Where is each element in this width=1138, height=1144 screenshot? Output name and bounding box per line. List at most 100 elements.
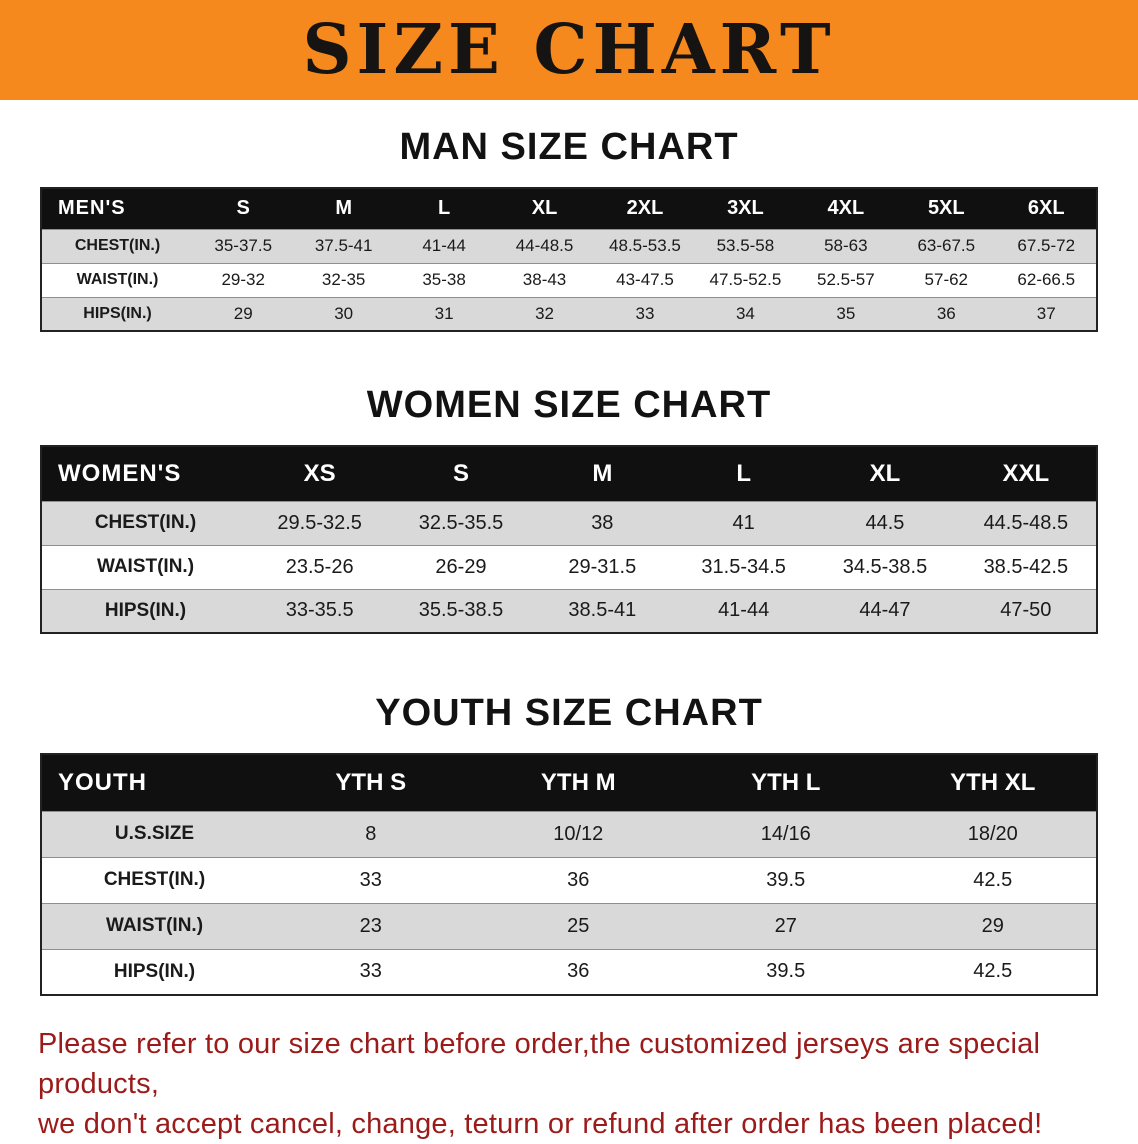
column-header: XL (494, 188, 595, 229)
table-cell: 38 (531, 500, 673, 545)
table-row: HIPS(IN.) 33-35.5 35.5-38.5 38.5-41 41-44 44-… (41, 588, 1097, 633)
table-row: CHEST(IN.) 33 36 39.5 42.5 (41, 856, 1097, 903)
column-header: S (390, 446, 532, 501)
table-cell: 29.5-32.5 (249, 500, 391, 545)
table-row: CHEST(IN.) 29.5-32.5 32.5-35.5 38 41 44.5 44.5… (41, 500, 1097, 545)
disclaimer-line-2: we don't accept cancel, change, teturn o… (38, 1108, 1043, 1140)
table-cell: 33 (267, 948, 475, 995)
column-header: L (393, 188, 495, 229)
table-cell: 35.5-38.5 (390, 588, 532, 633)
row-label: HIPS(IN.) (41, 948, 267, 995)
table-cell: 36 (474, 856, 682, 903)
table-title-cell: YOUTH (41, 754, 267, 811)
table-cell: 63-67.5 (896, 228, 997, 263)
table-cell: 57-62 (896, 262, 997, 297)
column-header: L (672, 446, 815, 501)
table-cell: 33 (594, 296, 696, 331)
table-cell: 39.5 (682, 856, 890, 903)
men-section-heading: MAN SIZE CHART (399, 126, 739, 168)
column-header: 4XL (795, 188, 897, 229)
row-label: CHEST(IN.) (41, 228, 193, 263)
table-cell: 53.5-58 (695, 228, 796, 263)
table-cell: 33 (267, 856, 475, 903)
table-row: WAIST(IN.) 29-32 32-35 35-38 38-43 43-47.5 47.… (41, 262, 1097, 297)
row-label: CHEST(IN.) (41, 500, 249, 545)
table-cell: 44.5-48.5 (955, 500, 1097, 545)
table-header-row: WOMEN'S XS S M L XL XXL (41, 446, 1097, 501)
table-title-cell: MEN'S (41, 188, 193, 229)
table-cell: 58-63 (795, 228, 897, 263)
table-cell: 10/12 (474, 810, 682, 857)
table-cell: 31 (393, 296, 495, 331)
row-label: U.S.SIZE (41, 810, 267, 857)
column-header: YTH M (474, 754, 682, 811)
table-title-cell: WOMEN'S (41, 446, 249, 501)
table-cell: 29 (193, 296, 294, 331)
table-cell: 47.5-52.5 (695, 262, 796, 297)
table-row: HIPS(IN.) 33 36 39.5 42.5 (41, 948, 1097, 995)
table-cell: 35-37.5 (193, 228, 294, 263)
column-header: XS (249, 446, 391, 501)
table-cell: 8 (267, 810, 475, 857)
table-cell: 18/20 (889, 810, 1097, 857)
row-label: CHEST(IN.) (41, 856, 267, 903)
row-label: WAIST(IN.) (41, 544, 249, 589)
table-cell: 26-29 (390, 544, 532, 589)
table-cell: 31.5-34.5 (672, 544, 815, 589)
table-cell: 32.5-35.5 (390, 500, 532, 545)
table-cell: 32-35 (293, 262, 394, 297)
table-cell: 30 (293, 296, 394, 331)
table-cell: 29-32 (193, 262, 294, 297)
table-cell: 42.5 (889, 948, 1097, 995)
section-women: WOMEN SIZE CHART WOMEN'S XS S M L XL XXL CHEST(… (0, 384, 1138, 634)
women-section-heading: WOMEN SIZE CHART (366, 384, 772, 426)
table-cell: 23.5-26 (249, 544, 391, 589)
table-cell: 25 (474, 902, 682, 949)
youth-section-heading: YOUTH SIZE CHART (375, 692, 763, 734)
table-cell: 38-43 (494, 262, 595, 297)
column-header: 3XL (695, 188, 796, 229)
column-header: XXL (955, 446, 1097, 501)
men-size-table: MEN'S S M L XL 2XL 3XL 4XL 5XL 6XL CHEST(IN.) 35-37… (40, 187, 1098, 332)
table-cell: 29 (889, 902, 1097, 949)
table-row: U.S.SIZE 8 10/12 14/16 18/20 (41, 810, 1097, 857)
table-cell: 37.5-41 (293, 228, 394, 263)
youth-size-table: YOUTH YTH S YTH M YTH L YTH XL U.S.SIZE 8 10/12… (40, 753, 1098, 996)
women-size-table: WOMEN'S XS S M L XL XXL CHEST(IN.) 29.5-32.5 32.5… (40, 445, 1098, 634)
section-youth: YOUTH SIZE CHART YOUTH YTH S YTH M YTH L YTH… (0, 692, 1138, 996)
column-header: YTH XL (889, 754, 1097, 811)
table-cell: 34.5-38.5 (814, 544, 956, 589)
table-row: CHEST(IN.) 35-37.5 37.5-41 41-44 44-48.5 48.5… (41, 228, 1097, 263)
table-cell: 29-31.5 (531, 544, 673, 589)
column-header: S (193, 188, 294, 229)
table-cell: 47-50 (955, 588, 1097, 633)
column-header: 2XL (594, 188, 696, 229)
table-cell: 35-38 (393, 262, 495, 297)
table-cell: 41-44 (393, 228, 495, 263)
table-cell: 36 (474, 948, 682, 995)
table-cell: 33-35.5 (249, 588, 391, 633)
column-header: M (293, 188, 394, 229)
table-cell: 67.5-72 (996, 228, 1097, 263)
table-cell: 41 (672, 500, 815, 545)
table-cell: 41-44 (672, 588, 815, 633)
table-cell: 52.5-57 (795, 262, 897, 297)
column-header: YTH L (682, 754, 890, 811)
table-cell: 37 (996, 296, 1097, 331)
table-cell: 38.5-42.5 (955, 544, 1097, 589)
table-cell: 44-48.5 (494, 228, 595, 263)
column-header: XL (814, 446, 956, 501)
table-header-row: YOUTH YTH S YTH M YTH L YTH XL (41, 754, 1097, 811)
row-label: HIPS(IN.) (41, 588, 249, 633)
table-row: WAIST(IN.) 23 25 27 29 (41, 902, 1097, 949)
column-header: 5XL (896, 188, 997, 229)
table-cell: 38.5-41 (531, 588, 673, 633)
row-label: WAIST(IN.) (41, 262, 193, 297)
disclaimer-line-1: Please refer to our size chart before or… (38, 1028, 1041, 1100)
table-cell: 36 (896, 296, 997, 331)
section-men: MAN SIZE CHART MEN'S S M L XL 2XL 3XL 4XL 5XL 6XL… (0, 126, 1138, 332)
table-cell: 44.5 (814, 500, 956, 545)
table-row: WAIST(IN.) 23.5-26 26-29 29-31.5 31.5-34.5 34… (41, 544, 1097, 589)
table-cell: 35 (795, 296, 897, 331)
